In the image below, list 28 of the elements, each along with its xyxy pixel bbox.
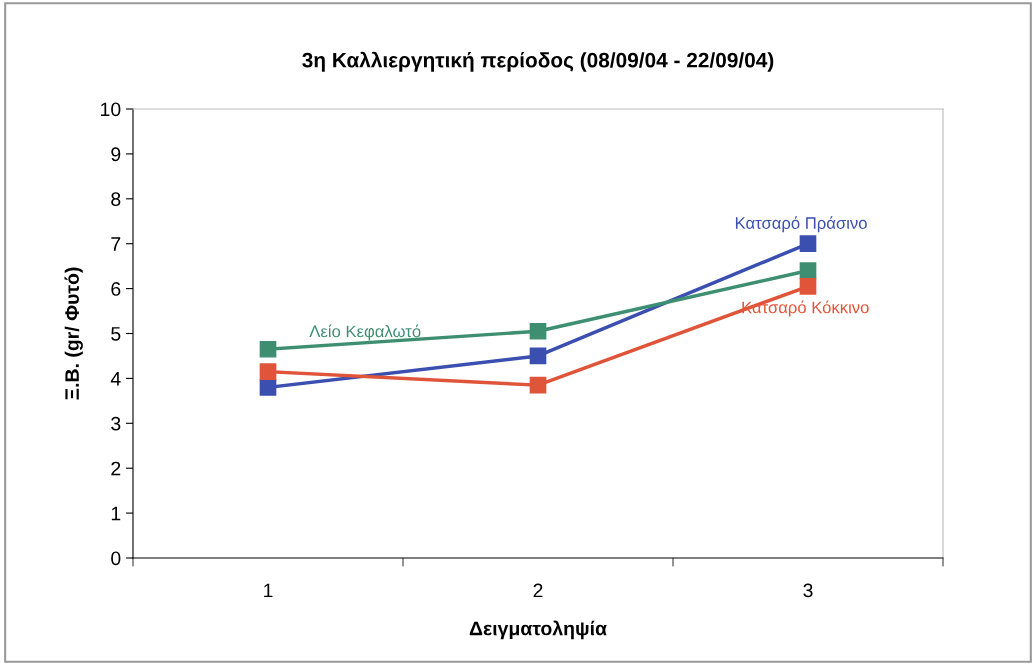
y-axis-title: Ξ.Β. (gr/ Φυτό) [64, 267, 83, 400]
x-tick-label: 1 [264, 583, 273, 598]
y-tick-label: 3 [111, 416, 121, 431]
point [529, 322, 547, 340]
chart-title: 3η Καλλιεργητική περίοδος (08/09/04 - 22/09/04) [302, 51, 774, 72]
y-tick-label: 1 [111, 506, 121, 521]
point [799, 262, 817, 279]
y-tick-label: 10 [101, 102, 121, 117]
y-tick-label: 6 [111, 282, 121, 296]
x-tick-label: 2 [533, 583, 543, 598]
y-tick-label: 5 [111, 327, 121, 341]
y-tick-label: 9 [111, 147, 121, 162]
point [799, 278, 817, 295]
point [529, 376, 547, 394]
series-label: Λείο Κεφαλωτό [309, 324, 421, 341]
point [799, 235, 817, 253]
point [259, 340, 277, 358]
y-tick-label: 2 [111, 461, 121, 476]
point [529, 347, 547, 365]
point [259, 379, 277, 396]
y-tick-label: 8 [111, 192, 121, 207]
x-tick-label: 3 [803, 583, 813, 598]
y-tick-label: 4 [110, 372, 121, 386]
series-label: Κατσαρό Πράσινο [735, 216, 867, 233]
point [259, 363, 277, 380]
x-axis-title: Δειγματοληψία [469, 620, 607, 640]
y-tick-label: 7 [111, 237, 121, 251]
y-tick-label: 0 [111, 551, 121, 566]
